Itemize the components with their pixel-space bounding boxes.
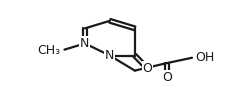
Text: CH₃: CH₃ xyxy=(37,44,60,58)
Text: O: O xyxy=(142,62,152,75)
Text: O: O xyxy=(161,71,171,84)
Text: N: N xyxy=(105,49,114,62)
Text: N: N xyxy=(80,37,89,50)
Text: OH: OH xyxy=(195,51,214,64)
